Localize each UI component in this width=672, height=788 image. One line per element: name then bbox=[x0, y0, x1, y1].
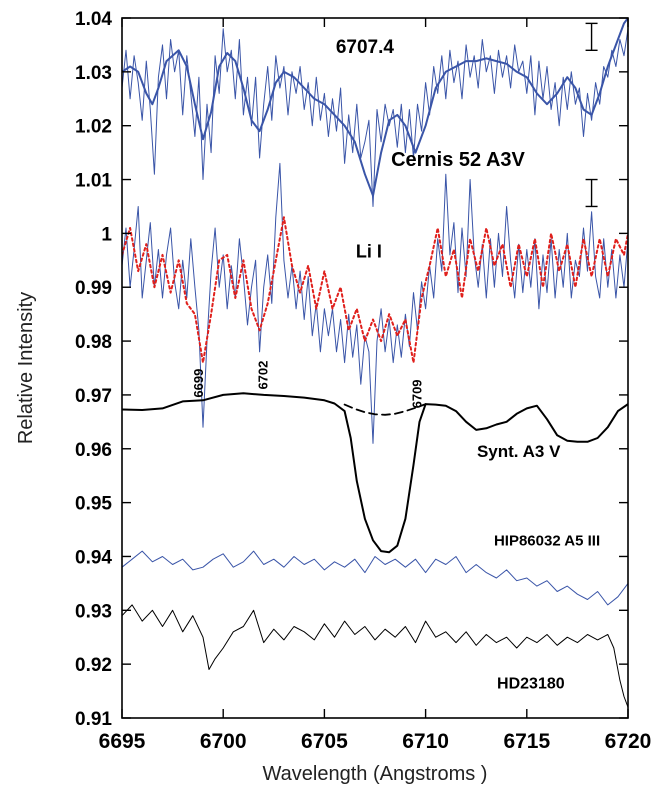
y-tick-label: 1 bbox=[101, 224, 112, 245]
y-tick-label: 0.96 bbox=[75, 440, 112, 461]
line-marker-label: 6709 bbox=[410, 379, 425, 408]
annotation-label: 6707.4 bbox=[336, 37, 395, 58]
y-tick-label: 0.98 bbox=[75, 332, 112, 353]
y-tick-label: 0.97 bbox=[75, 386, 112, 407]
annotation-label: Cernis 52 A3V bbox=[391, 149, 525, 171]
y-axis-title: Relative Intensity bbox=[15, 292, 37, 444]
line-marker-label: 6699 bbox=[191, 369, 206, 398]
x-axis-title: Wavelength (Angstroms ) bbox=[263, 763, 488, 785]
series-hip86032-a5-iii bbox=[122, 550, 628, 606]
y-tick-label: 0.95 bbox=[75, 494, 112, 515]
plot-frame bbox=[121, 17, 629, 719]
axes: 0.91 0.92 0.93 0.94 0.95 0.96 0.97 0.98 0.99 1 1.0… bbox=[75, 9, 651, 753]
y-tick-label: 0.91 bbox=[75, 709, 112, 730]
x-tick-label: 6720 bbox=[605, 730, 652, 753]
y-tick-label: 1.02 bbox=[75, 117, 112, 138]
annotations: 6707.4 Cernis 52 A3V Li I Synt. A3 V HIP8603… bbox=[191, 37, 600, 692]
y-tick-label: 1.03 bbox=[75, 63, 112, 84]
line-marker-label: 6702 bbox=[256, 361, 271, 390]
series-layer bbox=[122, 18, 628, 708]
y-tick-label: 0.94 bbox=[75, 547, 112, 568]
error-bars bbox=[585, 22, 598, 208]
series-synt-a3-v-continuum bbox=[343, 403, 427, 416]
annotation-label: Li I bbox=[356, 242, 382, 262]
y-tick-label: 0.93 bbox=[75, 601, 112, 622]
annotation-label: HIP86032 A5 III bbox=[494, 533, 600, 550]
x-tick-label: 6715 bbox=[503, 730, 550, 753]
x-tick-label: 6705 bbox=[301, 730, 348, 753]
y-tick-label: 0.92 bbox=[75, 655, 112, 676]
series-cernis-52-smoothed-fit bbox=[122, 18, 628, 197]
annotation-label: Synt. A3 V bbox=[477, 442, 561, 461]
error-bar bbox=[585, 178, 598, 208]
x-tick-label: 6695 bbox=[99, 730, 146, 753]
series-li-i-region-model bbox=[122, 216, 628, 364]
y-tick-label: 1.01 bbox=[75, 171, 112, 192]
series-hd23180 bbox=[122, 604, 628, 708]
y-tick-label: 1.04 bbox=[75, 9, 112, 30]
annotation-label: HD23180 bbox=[497, 675, 565, 692]
x-tick-label: 6700 bbox=[200, 730, 247, 753]
series-li-i-region-observed bbox=[122, 162, 628, 444]
error-bar bbox=[585, 22, 598, 52]
series-synt-a3-v bbox=[122, 392, 628, 554]
series-cernis-52-observed bbox=[122, 28, 628, 207]
y-tick-label: 0.99 bbox=[75, 278, 112, 299]
x-tick-label: 6710 bbox=[402, 730, 449, 753]
